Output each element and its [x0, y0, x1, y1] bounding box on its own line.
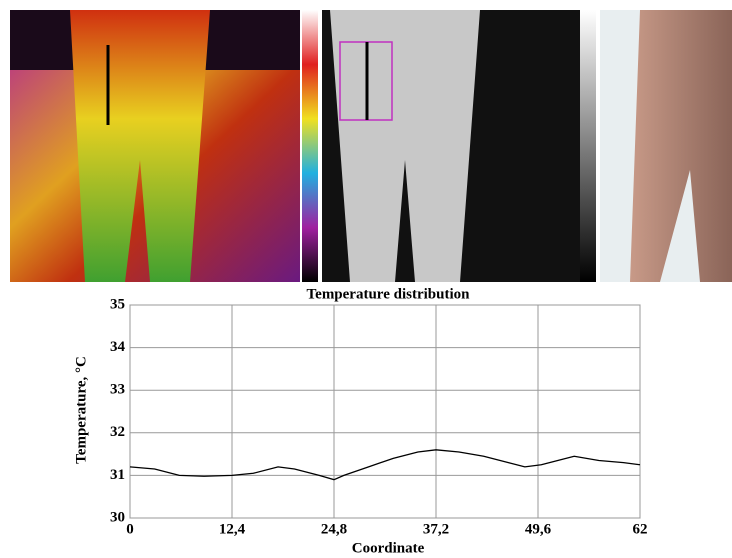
y-tick-label: 34: [110, 339, 126, 355]
x-tick-label: 37,2: [423, 521, 449, 537]
plot-area: [130, 305, 640, 518]
x-tick-label: 12,4: [219, 521, 246, 537]
color-scale: [302, 10, 318, 282]
y-tick-label: 32: [110, 424, 125, 440]
figure: Temperature distribution Coordinate Temp…: [0, 0, 732, 558]
x-tick-label: 24,8: [321, 521, 347, 537]
gray-scale: [580, 10, 596, 282]
chart-title: Temperature distribution: [307, 286, 471, 302]
y-tick-label: 33: [110, 382, 125, 398]
x-tick-label: 0: [126, 521, 134, 537]
photos: [10, 10, 732, 282]
y-axis-title: Temperature, °C: [73, 356, 89, 464]
x-tick-label: 62: [633, 521, 648, 537]
y-tick-label: 30: [110, 509, 125, 525]
y-tick-label: 31: [110, 467, 125, 483]
x-axis-title: Coordinate: [352, 540, 425, 556]
x-tick-label: 49,6: [525, 521, 552, 537]
y-tick-label: 35: [110, 296, 125, 312]
